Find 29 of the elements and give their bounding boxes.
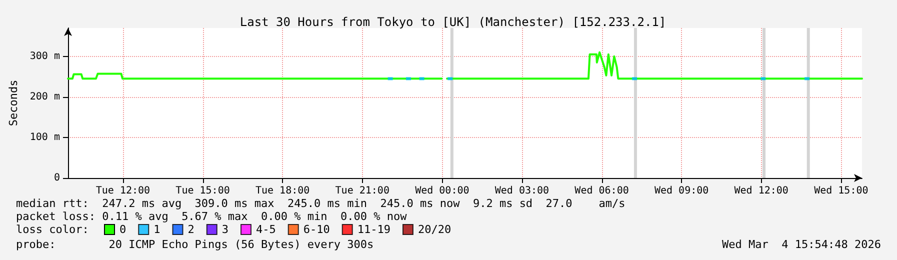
legend-label: 3 — [222, 223, 228, 236]
y-axis-title: Seconds — [7, 80, 20, 126]
text: probe: 20 ICMP Echo Pings (56 Bytes) every 300s — [16, 238, 374, 251]
y-tick-label: 0 — [54, 172, 60, 184]
y-tick-label: 300 m — [30, 50, 60, 62]
x-tick-label: Wed 03:00 — [494, 186, 550, 196]
x-tick-label: Tue 18:00 — [255, 186, 310, 196]
legend-label: 2 — [188, 223, 194, 236]
x-tick-label: Wed 00:00 — [415, 186, 470, 196]
x-tick-label: Tue 21:00 — [335, 186, 390, 196]
legend-label: 4-5 — [256, 223, 276, 236]
x-tick-label: Wed 06:00 — [574, 186, 629, 196]
legend-title: loss color: — [16, 223, 89, 236]
x-tick-label: Wed 09:00 — [654, 186, 709, 196]
legend-label: 11-19 — [357, 223, 390, 236]
legend-label: 20/20 — [418, 223, 452, 236]
y-tick-label: 100 m — [30, 132, 60, 143]
text: packet loss: 0.11 % avg 5.67 % max 0.00 % min 0.00 % now — [16, 210, 408, 223]
chart-title: Last 30 Hours from Tokyo to [UK] (Manchester) [152.233.2.1] — [240, 15, 666, 29]
legend-label: 6-10 — [303, 223, 330, 236]
text: median rtt: 247.2 ms avg 309.0 ms max 245.0 ms min 245.0 ms now 9.2 ms sd 27.0 am/s — [16, 197, 626, 210]
y-tick-label: 200 m — [30, 91, 60, 102]
x-tick-label: Wed 15:00 — [814, 186, 868, 196]
legend-label: 0 — [120, 223, 126, 236]
text: Wed Mar 4 15:54:48 2026 — [722, 238, 882, 251]
x-tick-label: Wed 12:00 — [734, 186, 788, 196]
legend-label: 1 — [154, 223, 160, 236]
x-tick-label: Tue 15:00 — [176, 186, 230, 196]
x-tick-label: Tue 12:00 — [96, 186, 150, 196]
